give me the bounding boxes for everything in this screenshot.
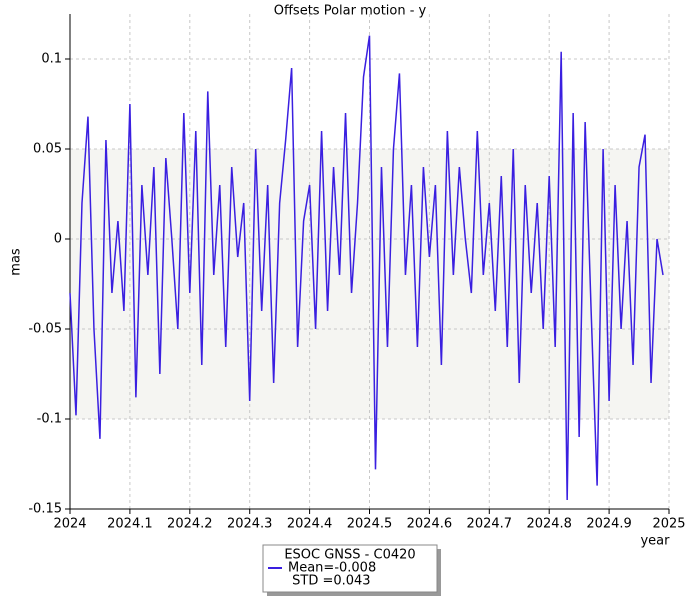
x-tick-label: 2024.1 — [107, 517, 153, 532]
y-tick-label: 0.1 — [41, 52, 62, 67]
chart-title: Offsets Polar motion - y — [274, 4, 427, 19]
legend-stat: Mean=-0.008 — [288, 561, 376, 576]
y-tick-label: -0.15 — [28, 502, 62, 517]
x-tick-label: 2024 — [53, 517, 86, 532]
legend-label: ESOC GNSS - C0420 — [284, 548, 415, 563]
legend-box — [262, 544, 438, 593]
y-tick-label: -0.05 — [28, 322, 62, 337]
y-tick-label: -0.1 — [37, 412, 62, 427]
x-tick-label: 2025 — [652, 517, 685, 532]
x-tick-label: 2024.4 — [287, 517, 333, 532]
x-tick-label: 2024.8 — [526, 517, 572, 532]
y-tick-label: 0.05 — [33, 142, 62, 157]
x-tick-label: 2024.7 — [467, 517, 513, 532]
x-tick-label: 2024.5 — [347, 517, 393, 532]
data-line — [69, 35, 664, 501]
legend-stat: STD =0.043 — [288, 574, 371, 589]
x-tick-label: 2024.9 — [586, 517, 632, 532]
x-tick-label: 2024.6 — [407, 517, 453, 532]
x-tick-label: 2024.3 — [227, 517, 273, 532]
x-axis-label: year — [640, 534, 670, 549]
y-axis-label: mas — [9, 248, 24, 276]
y-tick-label: 0 — [54, 232, 62, 247]
x-tick-label: 2024.2 — [167, 517, 213, 532]
